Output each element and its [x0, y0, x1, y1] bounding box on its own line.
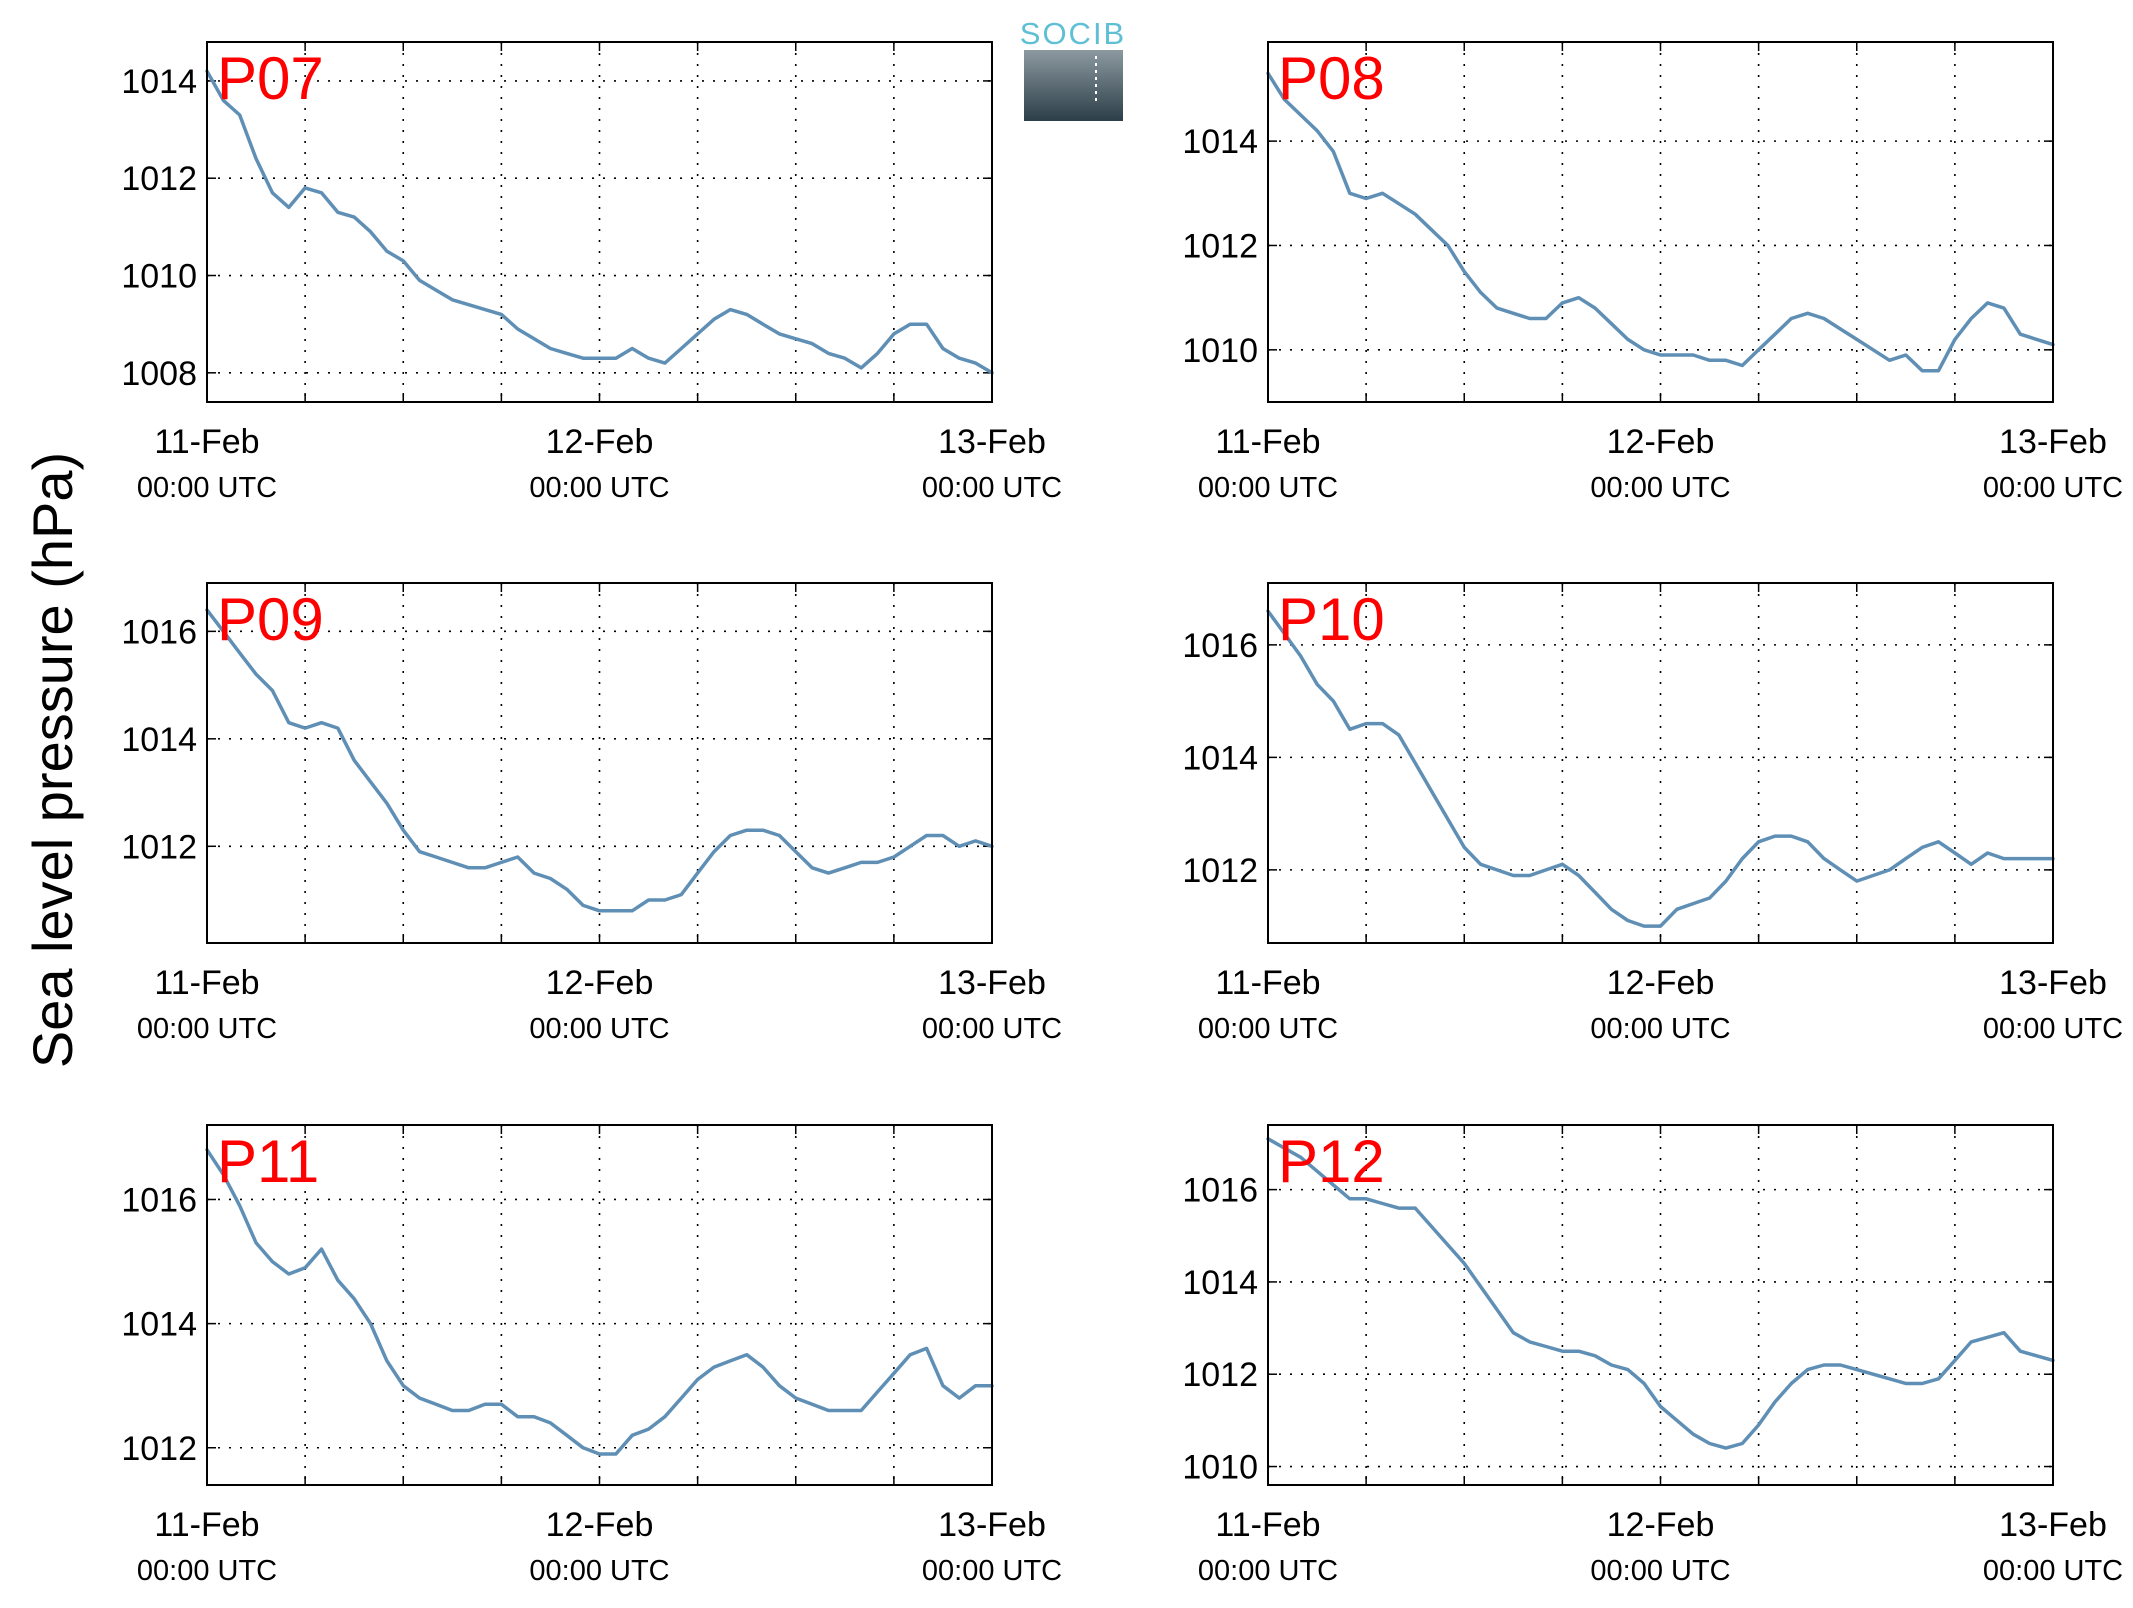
x-tick-date-label: 12-Feb	[546, 423, 654, 461]
plot-frame	[1267, 1124, 2054, 1486]
x-tick-date-label: 11-Feb	[154, 423, 259, 461]
series-line	[205, 608, 994, 913]
plot-frame	[206, 1124, 993, 1486]
x-tick-date-label: 11-Feb	[1215, 964, 1320, 1002]
x-tick-time-label: 00:00 UTC	[922, 1555, 1062, 1587]
panels: 1008 1010 1012 1014 11-Feb 00:00 UTC 12-Feb 00:…	[121, 41, 2123, 1587]
y-tick-label: 1008	[121, 355, 197, 393]
socib-logo: SOCIB	[1020, 16, 1126, 121]
x-tick-date-label: 11-Feb	[1215, 1506, 1320, 1544]
y-tick-label: 1014	[121, 721, 197, 759]
panel-p08: 1010 1012 1014 11-Feb 00:00 UTC 12-Feb 00:00 U…	[1182, 41, 2123, 504]
x-tick-time-label: 00:00 UTC	[1590, 1555, 1730, 1587]
y-tick-label: 1012	[1182, 227, 1258, 265]
y-tick-label: 1014	[121, 63, 197, 101]
plot-frame	[206, 41, 993, 403]
x-tick-time-label: 00:00 UTC	[922, 472, 1062, 504]
series-line	[1266, 1137, 2055, 1450]
x-tick-date-label: 11-Feb	[154, 964, 259, 1002]
y-tick-label: 1016	[121, 1181, 197, 1219]
y-tick-label: 1012	[121, 1430, 197, 1468]
logo-block	[1024, 50, 1123, 121]
panel-title: P09	[217, 586, 324, 653]
panel-title: P08	[1278, 45, 1385, 112]
panel-p12: 1010 1012 1014 1016 11-Feb 00:00 UTC 12-Feb 00:…	[1182, 1124, 2123, 1587]
x-tick-date-label: 12-Feb	[1607, 1506, 1715, 1544]
x-tick-time-label: 00:00 UTC	[137, 1013, 277, 1045]
y-tick-label: 1014	[1182, 1264, 1258, 1302]
panel-p09: 1012 1014 1016 11-Feb 00:00 UTC 12-Feb 00:00 U…	[121, 582, 1062, 1045]
logo-text: SOCIB	[1020, 16, 1126, 51]
x-tick-date-label: 12-Feb	[1607, 423, 1715, 461]
y-tick-label: 1012	[1182, 852, 1258, 890]
y-tick-label: 1014	[1182, 123, 1258, 161]
x-tick-time-label: 00:00 UTC	[1983, 1013, 2123, 1045]
y-tick-label: 1014	[121, 1306, 197, 1344]
x-tick-date-label: 13-Feb	[938, 1506, 1046, 1544]
x-tick-time-label: 00:00 UTC	[529, 1013, 669, 1045]
x-tick-time-label: 00:00 UTC	[1590, 1013, 1730, 1045]
x-tick-time-label: 00:00 UTC	[1198, 1555, 1338, 1587]
y-tick-label: 1016	[1182, 1172, 1258, 1210]
y-tick-label: 1012	[121, 828, 197, 866]
x-tick-time-label: 00:00 UTC	[137, 472, 277, 504]
panel-p07: 1008 1010 1012 1014 11-Feb 00:00 UTC 12-Feb 00:…	[121, 41, 1062, 504]
panel-title: P07	[217, 45, 324, 112]
x-tick-date-label: 12-Feb	[546, 1506, 654, 1544]
x-tick-time-label: 00:00 UTC	[1983, 472, 2123, 504]
x-tick-time-label: 00:00 UTC	[529, 472, 669, 504]
panel-title: P12	[1278, 1128, 1385, 1195]
x-tick-time-label: 00:00 UTC	[529, 1555, 669, 1587]
y-tick-label: 1016	[121, 613, 197, 651]
series-line	[205, 1148, 994, 1456]
x-tick-time-label: 00:00 UTC	[922, 1013, 1062, 1045]
x-tick-time-label: 00:00 UTC	[1590, 472, 1730, 504]
x-tick-date-label: 13-Feb	[1999, 964, 2107, 1002]
y-tick-label: 1012	[121, 160, 197, 198]
x-tick-date-label: 11-Feb	[154, 1506, 259, 1544]
y-tick-label: 1014	[1182, 739, 1258, 777]
y-tick-label: 1010	[1182, 1449, 1258, 1487]
x-tick-date-label: 13-Feb	[1999, 1506, 2107, 1544]
y-tick-label: 1010	[1182, 332, 1258, 370]
panel-p11: 1012 1014 1016 11-Feb 00:00 UTC 12-Feb 00:00 U…	[121, 1124, 1062, 1587]
series-line	[1266, 609, 2055, 928]
y-tick-label: 1012	[1182, 1356, 1258, 1394]
x-tick-date-label: 13-Feb	[1999, 423, 2107, 461]
panel-title: P10	[1278, 586, 1385, 653]
panel-p10: 1012 1014 1016 11-Feb 00:00 UTC 12-Feb 00:00 U…	[1182, 582, 2123, 1045]
x-tick-date-label: 11-Feb	[1215, 423, 1320, 461]
x-tick-time-label: 00:00 UTC	[1198, 1013, 1338, 1045]
x-tick-date-label: 12-Feb	[1607, 964, 1715, 1002]
x-tick-time-label: 00:00 UTC	[1983, 1555, 2123, 1587]
plot-frame	[1267, 582, 2054, 944]
series-line	[1266, 71, 2055, 373]
plot-frame	[206, 582, 993, 944]
x-tick-date-label: 13-Feb	[938, 423, 1046, 461]
panel-title: P11	[217, 1128, 319, 1195]
series-line	[205, 69, 994, 375]
x-tick-time-label: 00:00 UTC	[1198, 472, 1338, 504]
y-axis-label: Sea level pressure (hPa)	[21, 452, 84, 1068]
y-tick-label: 1016	[1182, 627, 1258, 665]
y-tick-label: 1010	[121, 258, 197, 296]
x-tick-date-label: 12-Feb	[546, 964, 654, 1002]
x-tick-date-label: 13-Feb	[938, 964, 1046, 1002]
plot-frame	[1267, 41, 2054, 403]
x-tick-time-label: 00:00 UTC	[137, 1555, 277, 1587]
